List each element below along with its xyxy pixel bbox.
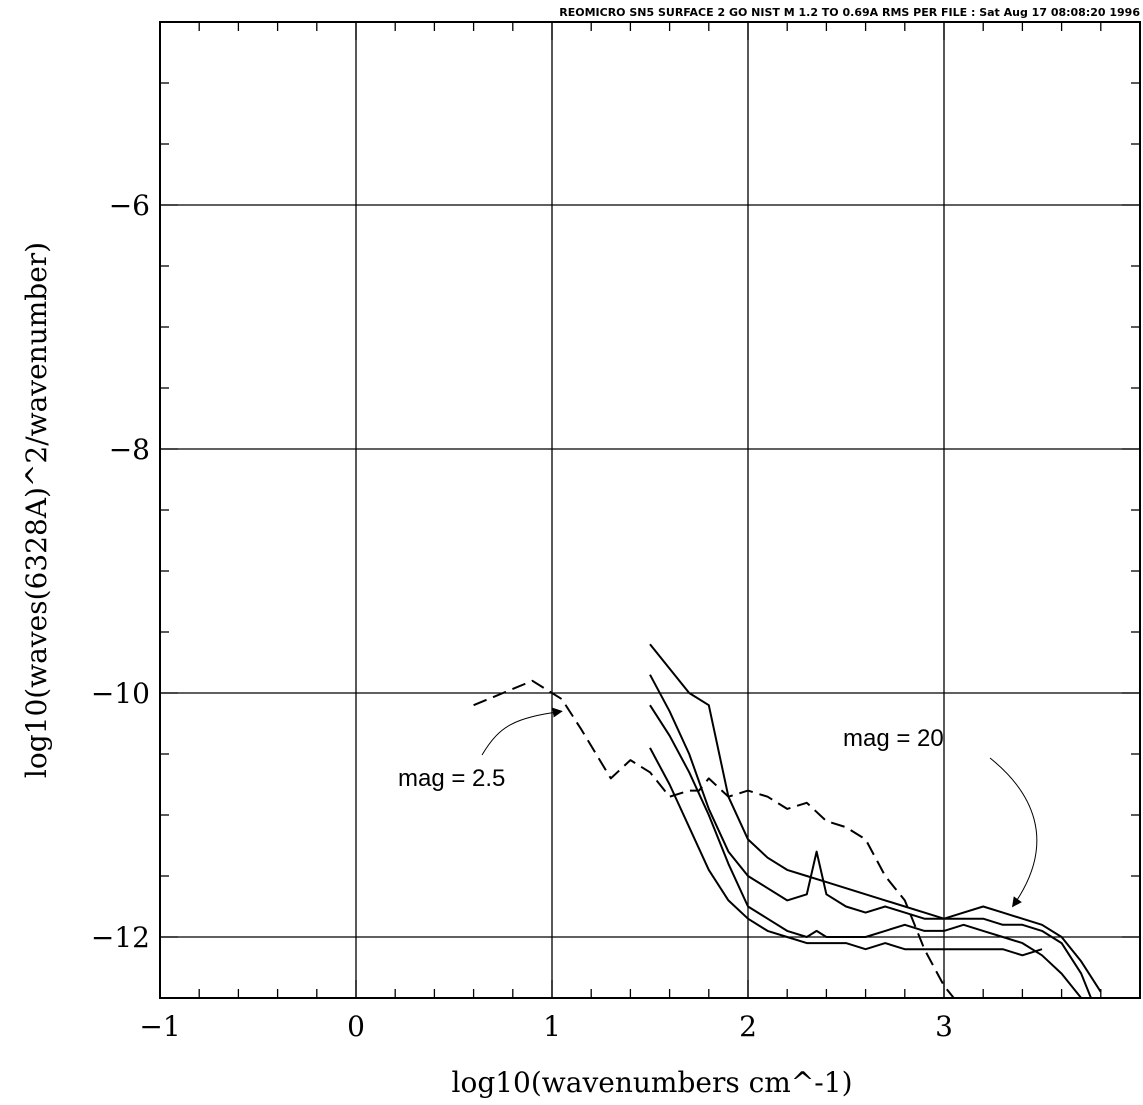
grid	[160, 22, 1140, 998]
series-line-4	[649, 674, 1102, 993]
annotation-arrow	[481, 707, 563, 756]
ticks	[159, 21, 1141, 999]
annotations: mag = 2.5 mag = 20	[398, 707, 1038, 908]
y-tick-label: −8	[109, 433, 150, 466]
plot-frame	[159, 21, 1141, 999]
x-tick-label: 1	[543, 1010, 561, 1043]
y-tick-label: −6	[109, 189, 150, 222]
x-tick-label: −1	[139, 1010, 180, 1043]
series-line-2	[649, 747, 1043, 957]
x-tick-label: 0	[347, 1010, 365, 1043]
x-axis-label: log10(wavenumbers cm^-1)	[452, 1066, 853, 1099]
series-group	[473, 643, 1102, 998]
annotation-arrow	[989, 757, 1038, 908]
y-tick-label: −10	[91, 677, 150, 710]
x-tick-labels: −1 0 1 2 3	[139, 1010, 953, 1043]
annotation-label: mag = 2.5	[398, 765, 505, 792]
x-tick-label: 2	[739, 1010, 757, 1043]
series-line-3	[649, 704, 1082, 998]
y-axis-label: log10(waves(6328A)^2/wavenumber)	[20, 242, 53, 778]
y-tick-label: −12	[91, 921, 150, 954]
series-line-5	[649, 643, 1092, 998]
x-tick-label: 3	[935, 1010, 953, 1043]
y-tick-labels: −12 −10 −8 −6	[91, 189, 150, 954]
annotation-label: mag = 20	[843, 725, 944, 752]
chart-header: REOMICRO SN5 SURFACE 2 GO NIST M 1.2 TO …	[559, 6, 1140, 19]
